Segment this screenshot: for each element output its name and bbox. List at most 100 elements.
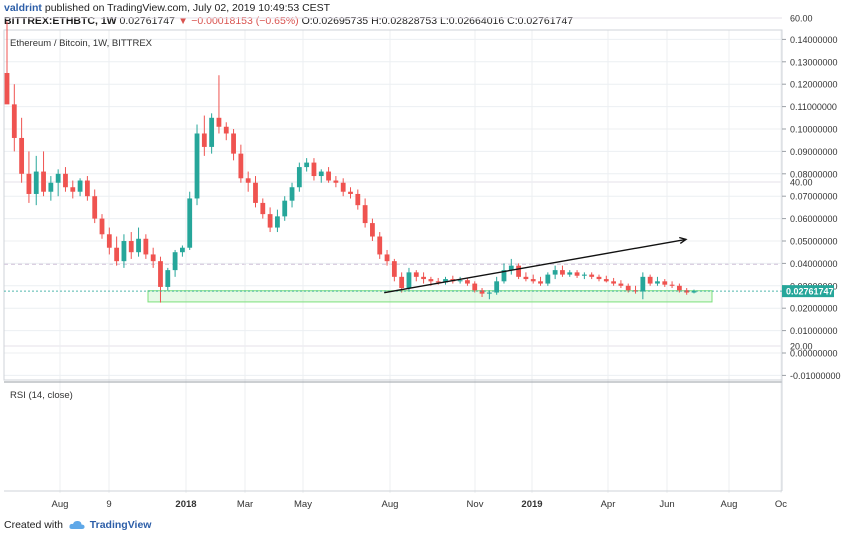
candle-body	[267, 214, 273, 228]
y-tick-label: 0.11000000	[790, 102, 837, 112]
x-tick-label: Oc	[775, 499, 787, 510]
x-tick-label: Aug	[52, 499, 69, 510]
candle-body	[209, 117, 215, 147]
candle-body	[4, 73, 10, 105]
candle-body	[472, 283, 478, 291]
candle-body	[647, 276, 653, 284]
x-tick-label: Aug	[721, 499, 738, 510]
divergence-trendline	[384, 238, 687, 294]
candle-body	[494, 281, 500, 293]
x-tick-label: Apr	[601, 499, 616, 510]
candle-body	[333, 180, 339, 183]
candle-body	[428, 279, 434, 282]
candles-group	[4, 21, 697, 303]
y-tick-label: 0.01000000	[790, 326, 838, 336]
candle-body	[77, 180, 83, 192]
candle-body	[443, 279, 448, 283]
candle-body	[611, 281, 617, 284]
candle-body	[684, 290, 690, 293]
candle-body	[340, 182, 346, 192]
candle-body	[516, 265, 521, 277]
close-label: C:	[507, 15, 518, 27]
candle-body	[311, 162, 317, 177]
y-tick-label: 0.10000000	[790, 125, 838, 135]
candle-body	[421, 276, 426, 280]
rsi-y-tick-label: 60.00	[790, 14, 813, 24]
candle-body	[19, 137, 25, 174]
last-price-tag-label: 0.02761747	[786, 287, 834, 297]
candle-body	[136, 238, 141, 253]
candle-body	[596, 276, 602, 280]
x-tick-label: May	[294, 499, 312, 510]
support-zone-box	[147, 290, 713, 303]
rsi-pane-title: RSI (14, close)	[10, 390, 73, 401]
candle-body	[231, 133, 236, 154]
candle-body	[581, 274, 587, 276]
candle-body	[545, 274, 551, 284]
candle-body	[260, 202, 266, 215]
y-tick-label: 0.04000000	[790, 259, 838, 269]
candle-body	[92, 196, 98, 219]
tradingview-cloud-icon	[69, 521, 85, 530]
candle-body	[223, 126, 229, 134]
candle-body	[384, 254, 390, 262]
candle-body	[33, 171, 39, 194]
candle-body	[11, 104, 17, 138]
candle-body	[377, 236, 383, 255]
candle-body	[275, 216, 280, 228]
candle-body	[289, 187, 295, 201]
rsi-y-tick-label: 40.00	[790, 178, 813, 188]
candle-body	[318, 171, 324, 177]
candle-body	[70, 187, 76, 192]
candle-body	[589, 274, 595, 277]
candle-body	[99, 218, 105, 235]
candle-body	[618, 283, 624, 286]
tradingview-brand[interactable]: TradingView	[89, 519, 152, 531]
candle-body	[296, 167, 302, 188]
candle-body	[523, 276, 529, 280]
x-tick-label: 2018	[175, 499, 196, 510]
candle-body	[194, 133, 200, 199]
y-tick-label: 0.08000000	[790, 169, 838, 179]
candle-body	[406, 272, 412, 289]
candle-body	[150, 254, 156, 262]
candle-body	[560, 270, 565, 275]
candle-body	[640, 276, 646, 292]
candle-body	[128, 241, 134, 253]
y-tick-label: 0.06000000	[790, 214, 838, 224]
candle-body	[399, 276, 405, 289]
candle-body	[114, 247, 120, 262]
candle-body	[48, 182, 54, 192]
candle-body	[282, 200, 288, 217]
y-tick-label: 0.02000000	[790, 304, 838, 314]
candle-body	[165, 270, 171, 287]
candle-body	[216, 117, 222, 127]
author-name[interactable]: valdrint	[4, 2, 42, 14]
candle-body	[106, 234, 112, 248]
candle-body	[253, 182, 258, 203]
candle-body	[304, 162, 310, 168]
candle-body	[55, 173, 61, 183]
candle-body	[413, 272, 419, 277]
candle-body	[530, 279, 536, 282]
footer: Created with TradingView	[4, 519, 151, 531]
candle-body	[662, 281, 668, 285]
open-label: O:	[301, 15, 313, 27]
y-tick-label: 0.14000000	[790, 35, 838, 45]
candle-body	[180, 247, 185, 253]
publish-info: valdrint published on TradingView.com, J…	[4, 2, 330, 14]
candle-body	[143, 238, 149, 255]
candle-body	[158, 261, 163, 287]
candle-body	[391, 261, 397, 277]
candle-body	[172, 252, 178, 271]
low-label: L:	[439, 15, 449, 27]
x-tick-label: Nov	[467, 499, 484, 510]
candle-body	[465, 280, 470, 284]
candle-body	[552, 270, 558, 275]
divergence-arrowhead	[679, 236, 688, 245]
candle-body	[633, 290, 638, 292]
candle-body	[691, 291, 697, 293]
last-price-tag	[782, 285, 834, 298]
down-triangle-icon: ▼	[177, 15, 189, 27]
